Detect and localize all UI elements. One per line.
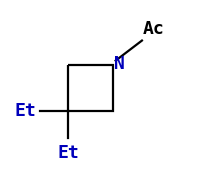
Text: Ac: Ac — [142, 20, 164, 38]
Text: Et: Et — [57, 144, 79, 162]
Text: N: N — [113, 55, 124, 73]
Text: Et: Et — [14, 102, 35, 120]
